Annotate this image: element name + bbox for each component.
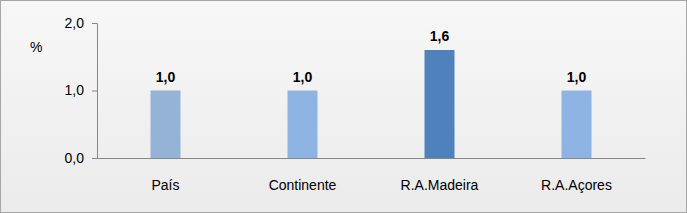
y-tick-mark	[92, 23, 97, 24]
y-tick: 1,0	[65, 82, 97, 98]
bars	[151, 50, 592, 158]
y-tick-mark	[92, 158, 97, 159]
bar	[288, 91, 318, 159]
x-tick-label: R.A.Madeira	[401, 177, 479, 193]
bar	[425, 50, 455, 158]
y-axis-line	[92, 24, 98, 159]
x-axis: País Continente R.A.Madeira R.A.Açores	[98, 159, 646, 193]
background	[1, 1, 687, 213]
x-tick: R.A.Açores	[541, 177, 612, 193]
y-tick-label: 0,0	[65, 150, 85, 166]
x-tick: Continente	[269, 177, 337, 193]
y-axis-title: %	[30, 39, 42, 55]
data-label: 1,6	[430, 28, 450, 44]
y-tick-mark	[92, 91, 97, 92]
y-axis: 0,0 1,0 2,0	[65, 15, 98, 166]
bar	[562, 91, 592, 159]
data-label: 1,0	[567, 69, 587, 85]
data-label: 1,0	[293, 69, 313, 85]
x-axis-line	[98, 158, 646, 159]
x-tick: País	[151, 177, 179, 193]
x-tick-label: R.A.Açores	[541, 177, 612, 193]
x-tick: R.A.Madeira	[401, 177, 479, 193]
chart: 0,0 1,0 2,0 País Continente R.A.Madeira R.A.Aç…	[0, 0, 687, 213]
x-tick-label: País	[151, 177, 179, 193]
y-tick-label: 1,0	[65, 82, 85, 98]
y-tick-label: 2,0	[65, 15, 85, 31]
y-tick: 0,0	[65, 150, 97, 166]
bar	[151, 91, 181, 159]
data-label: 1,0	[156, 69, 176, 85]
x-tick-label: Continente	[269, 177, 337, 193]
data-labels: 1,0 1,0 1,6 1,0	[156, 28, 587, 85]
y-tick: 2,0	[65, 15, 97, 31]
